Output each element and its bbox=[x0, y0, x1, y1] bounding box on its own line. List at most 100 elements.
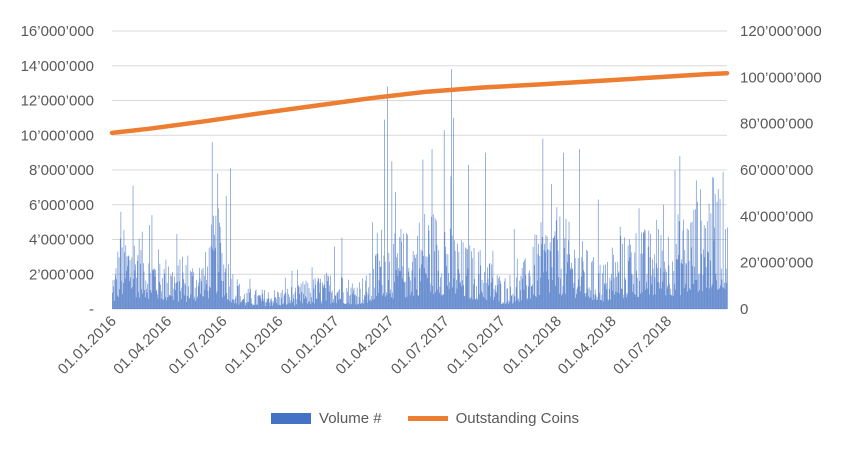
volume-bar bbox=[211, 142, 213, 309]
volume-bar bbox=[245, 303, 247, 309]
volume-bar bbox=[384, 119, 385, 309]
volume-bar bbox=[303, 298, 305, 309]
volume-bar bbox=[229, 301, 231, 309]
volume-bar bbox=[551, 183, 552, 309]
volume-bar bbox=[570, 267, 572, 309]
volume-bar bbox=[647, 288, 648, 309]
volume-bar bbox=[544, 243, 546, 309]
volume-bar bbox=[398, 270, 400, 309]
volume-bar bbox=[380, 266, 382, 309]
volume-bar bbox=[301, 291, 303, 309]
volume-bar bbox=[452, 287, 454, 309]
volume-bar bbox=[390, 297, 392, 309]
volume-bar bbox=[405, 282, 407, 309]
volume-bar bbox=[611, 247, 613, 309]
volume-bar bbox=[283, 303, 284, 309]
legend: Volume # Outstanding Coins bbox=[0, 410, 850, 427]
volume-bar bbox=[692, 265, 693, 309]
volume-bar bbox=[464, 296, 466, 309]
volume-bar bbox=[116, 279, 117, 309]
volume-bar bbox=[595, 294, 597, 309]
volume-bar bbox=[556, 207, 558, 309]
volume-bar bbox=[705, 228, 706, 309]
volume-bar bbox=[443, 130, 445, 309]
volume-bar bbox=[631, 273, 633, 309]
volume-bar bbox=[121, 247, 123, 309]
volume-bar bbox=[607, 262, 608, 309]
volume-bar bbox=[610, 280, 612, 309]
volume-bar bbox=[353, 287, 355, 309]
volume-bar bbox=[243, 298, 245, 309]
volume-bar bbox=[192, 268, 194, 309]
volume-bar bbox=[709, 288, 711, 309]
volume-bar bbox=[138, 238, 140, 309]
volume-bar bbox=[650, 233, 651, 309]
volume-bar bbox=[389, 261, 390, 309]
volume-bar bbox=[628, 239, 630, 309]
volume-bar bbox=[529, 270, 530, 309]
volume-bar bbox=[443, 294, 444, 309]
volume-bar bbox=[167, 297, 169, 309]
volume-bar bbox=[207, 291, 209, 309]
volume-bar bbox=[137, 255, 139, 309]
volume-bar bbox=[119, 289, 121, 309]
volume-bar bbox=[194, 287, 196, 309]
volume-bar bbox=[164, 273, 166, 309]
volume-bar bbox=[670, 288, 672, 309]
volume-bar bbox=[303, 293, 304, 309]
volume-bar bbox=[496, 292, 497, 309]
volume-bar bbox=[273, 290, 275, 309]
volume-bar bbox=[192, 272, 194, 309]
volume-bar bbox=[252, 305, 253, 309]
volume-bar bbox=[446, 266, 447, 309]
volume-bar bbox=[413, 295, 415, 309]
legend-label-outstanding-coins: Outstanding Coins bbox=[455, 410, 579, 427]
volume-bar bbox=[133, 245, 135, 309]
volume-bar bbox=[301, 303, 303, 309]
volume-bar bbox=[241, 301, 242, 309]
volume-bar bbox=[705, 267, 707, 309]
volume-bar bbox=[393, 244, 395, 309]
volume-bar bbox=[710, 213, 712, 309]
volume-bar bbox=[493, 299, 494, 309]
volume-bar bbox=[447, 254, 449, 309]
volume-bar bbox=[560, 278, 561, 309]
volume-bar bbox=[694, 266, 695, 309]
volume-bar bbox=[704, 257, 706, 309]
volume-bar bbox=[535, 296, 536, 309]
volume-bar bbox=[724, 289, 726, 309]
volume-bar bbox=[403, 281, 405, 309]
volume-bar bbox=[261, 289, 263, 309]
left-axis-tick-label: 16’000’000 bbox=[21, 23, 94, 40]
left-axis-tick-labels: - 2’000’000 4’000’000 6’000’000 8’000’000 10’… bbox=[21, 23, 94, 318]
x-axis-tick-label: 01.04.2018 bbox=[555, 313, 620, 378]
volume-bar bbox=[530, 298, 532, 309]
volume-bar bbox=[186, 296, 188, 309]
volume-bar bbox=[426, 274, 427, 309]
volume-bar bbox=[256, 304, 258, 309]
volume-bar bbox=[684, 283, 686, 309]
volume-bar bbox=[177, 281, 178, 309]
volume-bar bbox=[461, 286, 463, 309]
volume-bar bbox=[364, 294, 365, 309]
volume-bar bbox=[429, 254, 430, 309]
volume-bar bbox=[155, 269, 156, 309]
volume-bar bbox=[196, 298, 198, 309]
volume-bar bbox=[656, 267, 658, 309]
volume-bar bbox=[141, 231, 143, 309]
volume-bar bbox=[370, 299, 371, 309]
volume-bar bbox=[524, 258, 526, 309]
volume-bar bbox=[113, 301, 115, 309]
volume-bar bbox=[127, 265, 128, 309]
volume-bar bbox=[476, 286, 477, 309]
volume-bar bbox=[154, 276, 156, 309]
volume-bar bbox=[250, 288, 251, 309]
right-axis-tick-label: 0 bbox=[740, 301, 748, 318]
volume-bar bbox=[560, 268, 562, 309]
volume-bar bbox=[312, 302, 314, 309]
volume-bar bbox=[161, 278, 163, 309]
volume-bar bbox=[381, 229, 382, 309]
volume-bar bbox=[662, 281, 664, 309]
volume-bar bbox=[672, 261, 673, 309]
volume-bar bbox=[633, 294, 635, 309]
